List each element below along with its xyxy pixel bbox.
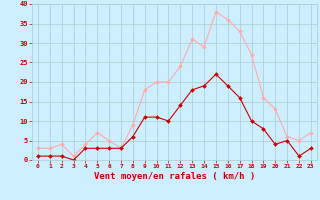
- X-axis label: Vent moyen/en rafales ( km/h ): Vent moyen/en rafales ( km/h ): [94, 172, 255, 181]
